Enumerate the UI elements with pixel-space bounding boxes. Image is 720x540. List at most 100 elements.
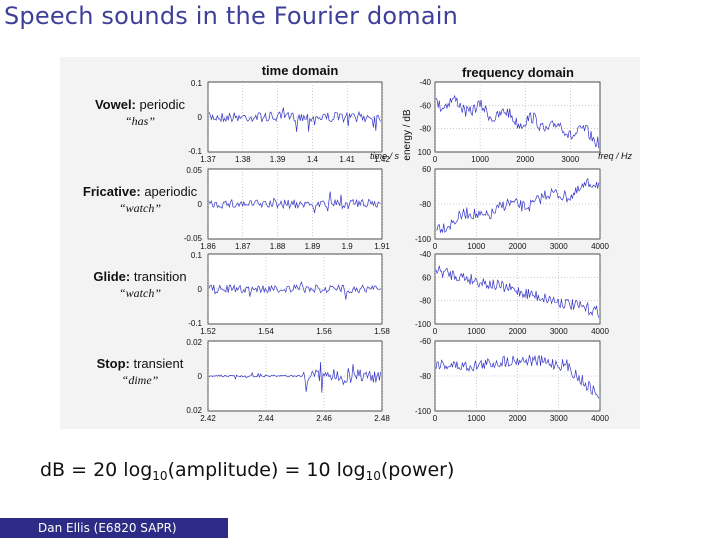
freq-x-tick: 1000 (467, 414, 485, 423)
time-x-tick: 1.56 (316, 327, 332, 336)
figure-canvas: time domain frequency domain time / s fr… (83, 63, 633, 423)
freq-x-tick: 4000 (591, 414, 609, 423)
freq-y-tick: -40 (419, 78, 431, 87)
freq-x-tick: 3000 (550, 414, 568, 423)
freq-y-tick: 60 (422, 165, 431, 174)
freq-x-tick: 4000 (591, 242, 609, 251)
freq-y-tick: -80 (419, 125, 431, 134)
freq-axis-unit: freq / Hz (598, 151, 633, 161)
time-x-tick: 1.52 (200, 327, 216, 336)
time-y-tick: 0.1 (191, 79, 203, 88)
row-example: “has” (125, 114, 155, 128)
time-x-tick: 2.44 (258, 414, 274, 423)
freq-spectrum (435, 94, 600, 149)
time-y-tick: 0.05 (186, 166, 202, 175)
time-y-tick: -0.1 (188, 147, 202, 156)
db-formula: dB = 20 log10(amplitude) = 10 log10(powe… (40, 459, 454, 483)
freq-x-tick: 2000 (509, 242, 527, 251)
row-label-bold: Fricative: (83, 184, 141, 199)
time-y-tick: 0 (198, 285, 203, 294)
row-label-desc: transition (130, 269, 186, 284)
time-panel-frame (207, 81, 383, 153)
time-x-tick: 1.89 (305, 242, 321, 251)
row-example: “dime” (122, 373, 159, 387)
freq-y-tick: -40 (419, 250, 431, 259)
row-label: Vowel: periodic (95, 97, 186, 112)
freq-y-tick: -80 (419, 372, 431, 381)
formula-mid: (amplitude) = 10 log (167, 459, 366, 481)
time-waveform (208, 281, 381, 300)
energy-axis-label: energy / dB (402, 109, 413, 160)
time-y-tick: 0 (198, 113, 203, 122)
freq-panel-frame (434, 253, 601, 325)
time-y-tick: 0.1 (191, 251, 203, 260)
row-label-desc: aperiodic (141, 184, 198, 199)
freq-y-tick: -100 (415, 407, 432, 416)
row-label: Fricative: aperiodic (83, 184, 198, 199)
freq-x-tick: 1000 (471, 155, 489, 164)
time-waveform (208, 107, 381, 132)
freq-y-tick: -60 (419, 101, 431, 110)
row-label-desc: periodic (136, 97, 186, 112)
time-x-tick: 1.4 (307, 155, 319, 164)
formula-rhs: (power) (380, 459, 455, 481)
freq-x-tick: 0 (433, 242, 438, 251)
freq-y-tick: 100 (418, 148, 432, 157)
time-x-tick: 1.54 (258, 327, 274, 336)
time-y-tick: 0 (198, 372, 203, 381)
freq-x-tick: 0 (433, 155, 438, 164)
time-y-tick: 0.02 (186, 406, 202, 415)
time-x-tick: 1.41 (339, 155, 355, 164)
time-y-tick: -0.1 (188, 319, 202, 328)
speech-spectra-figure: time domain frequency domain time / s fr… (60, 57, 640, 429)
time-x-tick: 1.39 (270, 155, 286, 164)
formula-sub-1: 10 (152, 469, 168, 483)
footer-author: Dan Ellis (E6820 SAPR) (38, 521, 177, 535)
freq-y-tick: 60 (422, 273, 431, 282)
freq-x-tick: 1000 (467, 242, 485, 251)
time-x-tick: 1.86 (200, 242, 216, 251)
row-example: “watch” (119, 286, 161, 300)
formula-sub-2: 10 (365, 469, 381, 483)
time-waveform (208, 191, 381, 214)
time-y-tick: 0.02 (186, 338, 202, 347)
row-label-bold: Vowel: (95, 97, 136, 112)
freq-spectrum (435, 177, 600, 234)
row-example: “watch” (119, 201, 161, 215)
freq-x-tick: 0 (433, 414, 438, 423)
freq-x-tick: 4000 (591, 327, 609, 336)
freq-x-tick: 2000 (516, 155, 534, 164)
slide-title: Speech sounds in the Fourier domain (4, 2, 459, 30)
freq-x-tick: 2000 (509, 327, 527, 336)
time-x-tick: 1.38 (235, 155, 251, 164)
time-axis-unit: time / s (370, 151, 400, 161)
time-y-tick: -0.05 (184, 234, 203, 243)
row-fricative: Fricative: aperiodic“watch”0.050-0.051.8… (83, 165, 610, 251)
freq-x-tick: 3000 (561, 155, 579, 164)
row-glide: Glide: transition “watch” 0.1 0 -0.11.52 1.54… (93, 250, 609, 336)
freq-x-tick: 0 (433, 327, 438, 336)
freq-x-tick: 3000 (550, 327, 568, 336)
freq-spectrum (435, 355, 600, 399)
freq-y-tick: -100 (415, 320, 432, 329)
freq-y-tick: -60 (419, 337, 431, 346)
footer-bar: Dan Ellis (E6820 SAPR) (0, 518, 228, 538)
row-label-bold: Glide: (93, 269, 130, 284)
time-y-tick: 0 (198, 200, 203, 209)
formula-lhs: dB = 20 log (40, 459, 153, 481)
row-label: Glide: transition (93, 269, 186, 284)
freq-spectrum (435, 265, 600, 318)
row-vowel: Vowel: periodic “has” 0.1 0 -0.11.37 1.38 1.39… (95, 78, 601, 164)
freq-y-tick: -100 (415, 235, 432, 244)
row-label-desc: transient (130, 356, 184, 371)
row-label: Stop: transient (97, 356, 184, 371)
freq-x-tick: 3000 (550, 242, 568, 251)
freq-x-tick: 1000 (467, 327, 485, 336)
row-label-bold: Stop: (97, 356, 130, 371)
freq-panel-frame (434, 81, 601, 153)
freq-x-tick: 2000 (509, 414, 527, 423)
time-x-tick: 1.87 (235, 242, 251, 251)
time-x-tick: 2.46 (316, 414, 332, 423)
time-x-tick: 1.88 (270, 242, 286, 251)
